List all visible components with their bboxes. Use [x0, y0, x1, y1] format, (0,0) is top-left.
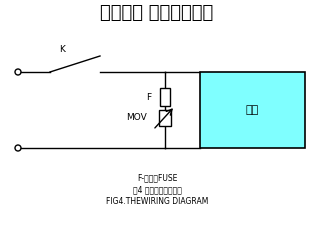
- Text: F-熔断器FUSE: F-熔断器FUSE: [137, 174, 177, 182]
- Text: K: K: [59, 45, 65, 54]
- Bar: [160, 88, 170, 106]
- Text: MOV: MOV: [126, 114, 147, 122]
- Bar: [200, 72, 305, 148]
- Text: 设备: 设备: [246, 105, 259, 115]
- Text: 图4 压敏电阻器接线图: 图4 压敏电阻器接线图: [133, 186, 181, 194]
- Text: F: F: [146, 92, 151, 102]
- Bar: [159, 110, 171, 126]
- Text: FIG4.THEWIRING DIAGRAM: FIG4.THEWIRING DIAGRAM: [106, 197, 208, 205]
- Text: 踏歌电子 压敏电阻厂家: 踏歌电子 压敏电阻厂家: [100, 4, 214, 22]
